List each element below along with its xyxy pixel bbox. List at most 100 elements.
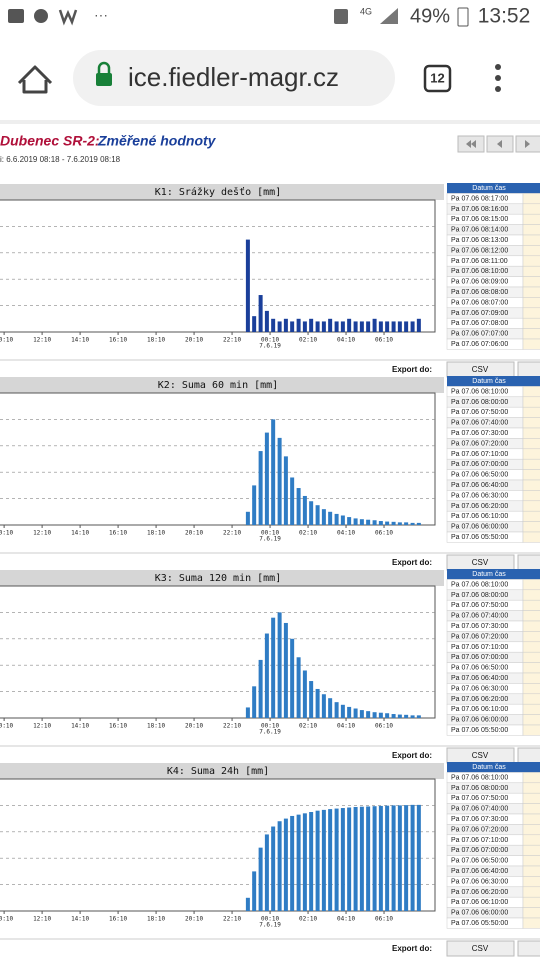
bar — [416, 715, 421, 718]
x-tick-label: 10:10 — [0, 916, 14, 923]
x-tick-label: 16:10 — [109, 723, 127, 730]
bar — [410, 715, 415, 718]
tabs-count[interactable]: 12 — [430, 70, 444, 85]
csv-label[interactable]: CSV — [472, 751, 489, 760]
table-cell — [522, 651, 540, 663]
date-label: 7.6.19 — [259, 729, 281, 736]
table-cell-text: Pa 07.06 05:50:00 — [451, 920, 508, 927]
page-title: Změřené hodnoty — [97, 133, 217, 149]
bar — [252, 316, 257, 332]
bar — [404, 805, 409, 911]
x-tick-label: 18:10 — [147, 916, 165, 923]
bar — [245, 239, 250, 332]
x-tick-label: 12:10 — [33, 723, 51, 730]
table-cell-text: Pa 07.06 08:00:00 — [451, 785, 508, 792]
bar — [321, 321, 326, 332]
csv-label[interactable]: CSV — [472, 944, 489, 953]
home-button[interactable] — [17, 65, 53, 94]
table-cell-text: Pa 07.06 08:00:00 — [451, 592, 508, 599]
network: 4G — [360, 6, 372, 16]
chart-title: K1: Srážky dešťo [mm] — [155, 186, 281, 198]
csv-button[interactable] — [517, 554, 540, 571]
menu-button[interactable] — [495, 64, 501, 70]
export-label: Export do: — [392, 751, 432, 760]
table-cell — [522, 307, 540, 319]
table-cell — [522, 803, 540, 815]
bar — [353, 321, 358, 332]
csv-button[interactable] — [517, 940, 540, 957]
csv-label[interactable]: CSV — [472, 365, 489, 374]
table-cell — [522, 255, 540, 267]
x-tick-label: 04:10 — [337, 530, 355, 537]
table-cell — [522, 772, 540, 784]
bar — [340, 704, 345, 718]
table-cell-text: Pa 07.06 07:09:00 — [451, 310, 508, 317]
x-tick-label: 06:10 — [375, 530, 393, 537]
table-cell — [522, 620, 540, 632]
table-cell-text: Pa 07.06 08:15:00 — [451, 216, 508, 223]
menu-button[interactable] — [495, 86, 501, 92]
bar — [296, 488, 301, 525]
table-cell — [522, 479, 540, 491]
status-more: ··· — [94, 7, 108, 23]
table-cell — [522, 813, 540, 825]
csv-label[interactable]: CSV — [472, 558, 489, 567]
bar — [410, 321, 415, 332]
bar — [378, 321, 383, 332]
x-tick-label: 18:10 — [147, 337, 165, 344]
bar — [359, 710, 364, 718]
date-label: 7.6.19 — [259, 536, 281, 543]
bar — [271, 826, 276, 911]
table-header — [447, 569, 540, 580]
tabs-button[interactable] — [423, 64, 452, 93]
x-tick-label: 10:10 — [0, 530, 14, 537]
x-tick-label: 16:10 — [109, 337, 127, 344]
table-cell — [522, 896, 540, 908]
table-cell — [522, 338, 540, 350]
table-cell-text: Pa 07.06 08:10:00 — [451, 581, 508, 588]
url[interactable]: ice.fiedler-magr.cz — [128, 62, 339, 92]
lock-icon — [97, 61, 111, 73]
table-cell-text: Pa 07.06 07:50:00 — [451, 795, 508, 802]
bar — [258, 295, 263, 332]
bar — [340, 515, 345, 525]
csv-button[interactable] — [446, 940, 515, 957]
x-tick-label: 20:10 — [185, 337, 203, 344]
menu-button[interactable] — [495, 75, 501, 81]
table-cell — [522, 458, 540, 470]
bar — [258, 847, 263, 911]
csv-button[interactable] — [517, 747, 540, 764]
table-cell-text: Pa 07.06 07:40:00 — [451, 806, 508, 813]
chart-title: K3: Suma 120 min [mm] — [155, 573, 281, 584]
url-bar[interactable] — [73, 50, 395, 106]
bar — [366, 519, 371, 525]
bar — [385, 805, 390, 911]
clock: 13:52 — [478, 5, 531, 28]
table-cell — [522, 782, 540, 794]
x-tick-label: 14:10 — [71, 530, 89, 537]
bar — [397, 321, 402, 332]
bar — [252, 871, 257, 911]
chart-header — [0, 763, 444, 779]
table-cell-text: Pa 07.06 07:10:00 — [451, 451, 508, 458]
table-cell — [522, 245, 540, 257]
table-cell — [522, 490, 540, 502]
table-cell-text: Pa 07.06 07:10:00 — [451, 837, 508, 844]
table-cell — [522, 714, 540, 726]
table-cell-text: Pa 07.06 07:50:00 — [451, 602, 508, 609]
x-tick-label: 20:10 — [185, 916, 203, 923]
table-cell — [522, 406, 540, 418]
bar — [290, 638, 295, 718]
bar — [264, 834, 269, 911]
csv-button[interactable] — [517, 361, 540, 378]
bar — [315, 505, 320, 525]
table-cell-text: Pa 07.06 08:09:00 — [451, 279, 508, 286]
bar — [404, 321, 409, 332]
bar — [277, 437, 282, 525]
table-cell-text: Pa 07.06 06:20:00 — [451, 696, 508, 703]
bar — [315, 688, 320, 718]
table-cell-text: Pa 07.06 07:10:00 — [451, 644, 508, 651]
chart-header — [0, 184, 444, 200]
nav-icon — [497, 140, 502, 148]
table-cell — [522, 396, 540, 408]
